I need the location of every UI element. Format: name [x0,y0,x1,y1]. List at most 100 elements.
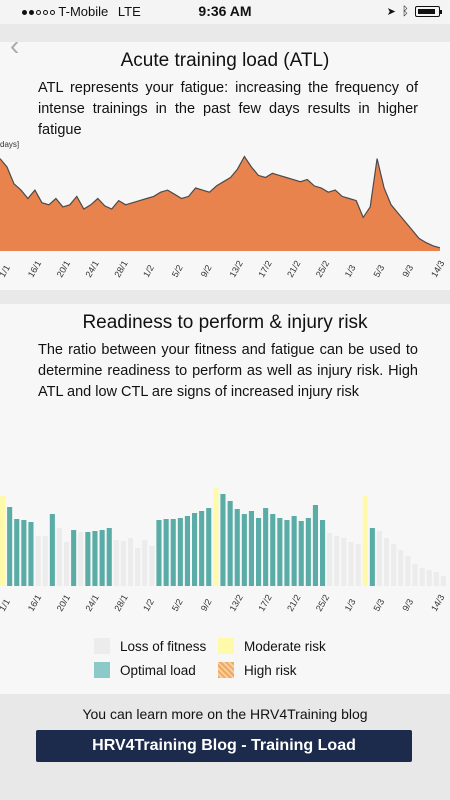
legend-high-risk: High risk [218,662,297,678]
readiness-bar [284,520,290,586]
status-bar: T-Mobile LTE 9:36 AM ➤ ᛒ [0,0,450,24]
readiness-bar [213,488,219,586]
readiness-bar [163,519,169,586]
atl-x-tick: 5/2 [170,263,185,279]
blog-link-button[interactable]: HRV4Training Blog - Training Load [36,730,412,762]
readiness-x-tick: 1/1 [0,597,12,613]
readiness-bar [220,494,226,586]
readiness-x-tick: 5/2 [170,597,185,613]
readiness-x-tick: 13/2 [227,593,244,613]
readiness-bar [99,530,105,586]
legend-swatch-moderate [218,638,234,654]
readiness-bar [206,508,212,586]
atl-card: Acute training load (ATL) ATL represents… [0,42,450,290]
readiness-x-tick: 9/3 [400,597,415,613]
readiness-bar [291,516,297,586]
readiness-bar [78,532,84,586]
atl-x-tick: 14/3 [429,259,446,279]
readiness-bar [71,530,77,586]
readiness-bar [341,538,347,586]
footer: You can learn more on the HRV4Training b… [0,694,450,800]
readiness-bar [177,518,183,586]
readiness-bar [320,520,326,586]
atl-x-tick: 24/1 [83,259,100,279]
atl-x-tick: 1/2 [141,263,156,279]
legend-label-high: High risk [244,662,297,678]
readiness-bar [192,513,198,586]
readiness-bar [440,576,446,586]
readiness-bar [334,536,340,586]
readiness-x-tick: 24/1 [83,593,100,613]
atl-description: ATL represents your fatigue: increasing … [38,80,418,138]
atl-axis-label: days] [0,140,20,149]
readiness-bar [85,532,91,586]
readiness-bar [199,511,205,586]
readiness-bar [391,544,397,586]
readiness-bar [49,514,55,586]
readiness-bar [405,556,411,586]
readiness-title: Readiness to perform & injury risk [82,312,368,333]
atl-x-tick: 16/1 [26,259,43,279]
readiness-bar [56,528,62,586]
readiness-x-tick: 5/3 [371,597,386,613]
readiness-bar [120,541,126,586]
readiness-bar [170,519,176,586]
readiness-bar [398,550,404,586]
readiness-bar [7,507,13,586]
readiness-bar [263,508,269,586]
status-time: 9:36 AM [198,3,252,19]
readiness-bar [277,518,283,586]
legend-moderate-risk: Moderate risk [218,638,326,654]
readiness-bar [35,536,41,586]
signal-icon [22,10,55,16]
legend-label-moderate: Moderate risk [244,638,326,654]
readiness-bar [149,546,155,586]
readiness-bar [305,518,311,586]
readiness-bar [135,548,141,586]
atl-x-tick: 20/1 [55,259,72,279]
readiness-bar [106,528,112,586]
readiness-x-tick: 21/2 [285,593,302,613]
readiness-description: The ratio between your fitness and fatig… [38,342,418,400]
chart-legend: Loss of fitness Moderate risk Optimal lo… [0,638,450,688]
legend-swatch-loss [94,638,110,654]
readiness-x-tick: 1/2 [141,597,156,613]
network-type: LTE [117,4,141,19]
readiness-bar [184,516,190,586]
atl-x-tick: 1/3 [343,263,358,279]
readiness-bar [241,514,247,586]
atl-x-tick: 1/1 [0,263,12,279]
readiness-bar [433,572,439,586]
readiness-bar [348,542,354,586]
readiness-x-tick: 20/1 [55,593,72,613]
readiness-bar [128,538,134,586]
readiness-bar [234,509,240,586]
legend-optimal-load: Optimal load [94,662,196,678]
readiness-bar [327,533,333,586]
readiness-bar [384,538,390,586]
battery-icon [415,5,442,17]
readiness-bar [64,542,70,586]
readiness-bar [0,496,6,586]
atl-x-tick: 17/2 [256,259,273,279]
readiness-bar [419,568,425,586]
bluetooth-icon: ᛒ [401,4,409,18]
readiness-bar [312,505,318,586]
atl-x-tick: 9/3 [400,263,415,279]
chevron-left-icon: ‹ [10,30,20,61]
readiness-bar [355,544,361,586]
readiness-bar [256,518,262,586]
readiness-bar [227,501,233,586]
readiness-bar [369,528,375,586]
carrier-info: T-Mobile LTE [22,4,141,19]
atl-chart: 1/1 16/1 20/1 24/1 28/1 1/2 5/2 9/2 13/2 17/2 21/2… [0,155,446,279]
readiness-bar [21,520,27,586]
readiness-bar [14,519,20,586]
readiness-x-tick: 1/3 [343,597,358,613]
back-button[interactable]: ‹ [10,32,32,60]
readiness-bar [248,511,254,586]
readiness-bar [412,564,418,586]
atl-x-tick: 25/2 [314,259,331,279]
atl-x-tick: 28/1 [112,259,129,279]
legend-label-loss: Loss of fitness [120,638,207,654]
